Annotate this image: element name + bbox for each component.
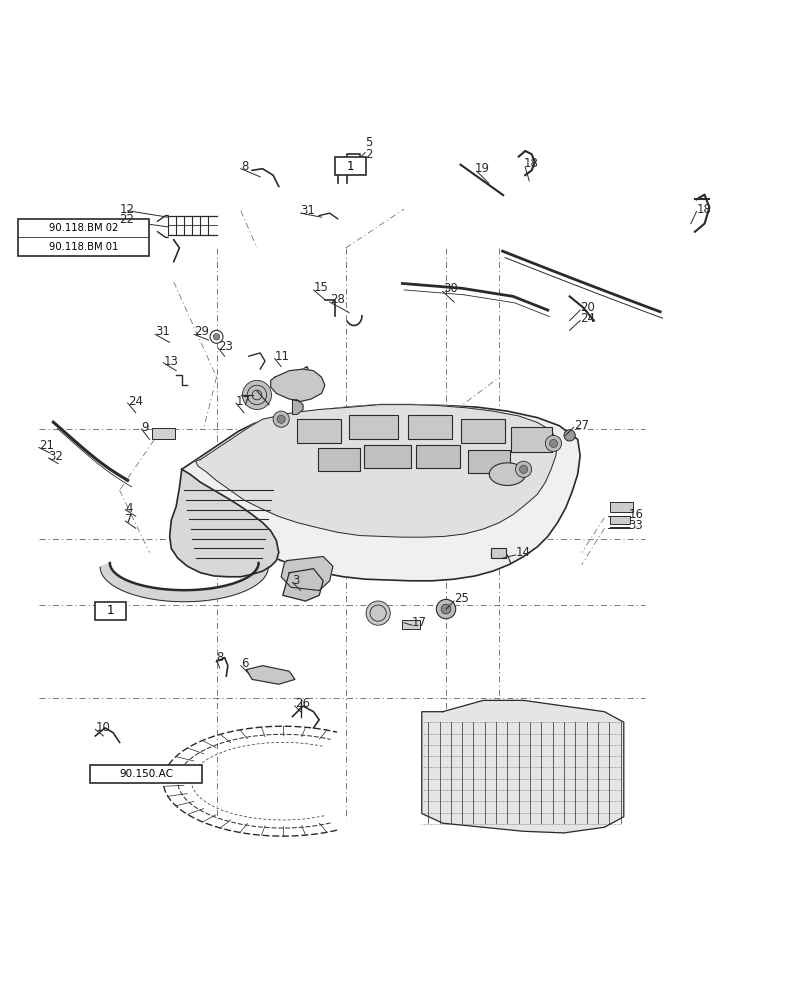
Text: 20: 20: [580, 301, 595, 314]
Bar: [318, 448, 360, 471]
Bar: [18, 219, 149, 256]
Bar: [152, 428, 175, 439]
Text: 31: 31: [301, 204, 315, 217]
Bar: [491, 548, 506, 558]
Text: 90.118.BM 01: 90.118.BM 01: [48, 242, 118, 252]
Text: 29: 29: [194, 325, 209, 338]
Bar: [90, 765, 202, 783]
Circle shape: [545, 435, 562, 452]
Text: 5: 5: [365, 136, 372, 149]
Text: 4: 4: [125, 502, 133, 515]
Circle shape: [252, 390, 262, 400]
Text: 10: 10: [95, 721, 110, 734]
Text: 30: 30: [443, 282, 457, 295]
Circle shape: [213, 334, 220, 340]
Text: 25: 25: [454, 592, 469, 605]
Bar: [511, 427, 552, 452]
Text: 18: 18: [696, 203, 711, 216]
Polygon shape: [196, 405, 558, 537]
Polygon shape: [246, 666, 295, 684]
Text: 1: 1: [347, 160, 355, 173]
Text: 17: 17: [236, 395, 251, 408]
Circle shape: [273, 411, 289, 427]
Circle shape: [441, 604, 451, 614]
Ellipse shape: [489, 463, 525, 485]
Text: 8: 8: [217, 651, 224, 664]
Text: 6: 6: [241, 657, 248, 670]
Text: 31: 31: [155, 325, 170, 338]
Text: 24: 24: [128, 395, 143, 408]
Text: 32: 32: [48, 450, 63, 463]
Circle shape: [242, 380, 271, 410]
Circle shape: [564, 430, 575, 441]
Bar: [610, 516, 630, 524]
Circle shape: [516, 461, 532, 477]
Bar: [610, 502, 633, 512]
Text: 12: 12: [120, 203, 135, 216]
Bar: [297, 419, 341, 443]
Bar: [408, 415, 452, 439]
Text: 3: 3: [292, 574, 300, 587]
Polygon shape: [422, 700, 624, 833]
Text: 90.118.BM 02: 90.118.BM 02: [48, 223, 118, 233]
Circle shape: [520, 465, 528, 473]
Text: 33: 33: [629, 519, 643, 532]
Bar: [402, 620, 420, 629]
Bar: [335, 157, 366, 175]
Text: 26: 26: [295, 697, 310, 710]
Bar: [364, 445, 411, 468]
Polygon shape: [271, 369, 325, 401]
Text: 1: 1: [107, 604, 115, 617]
Circle shape: [549, 439, 558, 447]
Bar: [95, 602, 126, 620]
Text: 27: 27: [574, 419, 589, 432]
Polygon shape: [182, 405, 580, 581]
Text: 18: 18: [524, 157, 538, 170]
Text: 14: 14: [516, 546, 531, 559]
Bar: [461, 419, 506, 443]
Text: 21: 21: [39, 439, 54, 452]
Text: 13: 13: [163, 355, 178, 368]
Text: 15: 15: [314, 281, 328, 294]
Circle shape: [210, 330, 223, 343]
Circle shape: [366, 601, 390, 625]
Circle shape: [436, 599, 456, 619]
Bar: [468, 450, 510, 473]
Text: 28: 28: [330, 293, 344, 306]
Text: 7: 7: [125, 513, 133, 526]
Text: 11: 11: [275, 350, 290, 363]
Text: 19: 19: [475, 162, 490, 175]
Circle shape: [277, 415, 285, 423]
Polygon shape: [100, 563, 268, 602]
Polygon shape: [281, 557, 333, 590]
Circle shape: [370, 605, 386, 621]
Polygon shape: [283, 569, 323, 601]
Text: 90.150.AC: 90.150.AC: [120, 769, 173, 779]
Text: 2: 2: [365, 148, 372, 161]
Bar: [416, 445, 461, 468]
Polygon shape: [170, 469, 279, 577]
Text: 22: 22: [120, 213, 135, 226]
Text: 16: 16: [629, 508, 644, 521]
Circle shape: [247, 385, 267, 405]
Text: 17: 17: [412, 616, 427, 629]
Polygon shape: [292, 400, 303, 414]
Text: 9: 9: [141, 421, 149, 434]
Text: 24: 24: [580, 312, 595, 325]
Text: 23: 23: [218, 340, 233, 353]
Bar: [349, 415, 398, 439]
Text: 8: 8: [241, 160, 248, 173]
